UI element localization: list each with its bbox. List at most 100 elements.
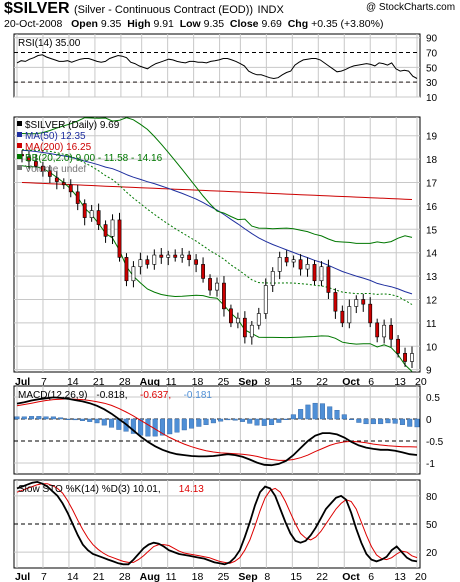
candle-body — [61, 182, 66, 186]
candle-body — [82, 203, 87, 218]
candle-body — [291, 259, 296, 263]
macd-histogram-bar — [290, 414, 296, 420]
macd-line — [16, 396, 418, 467]
macd-histogram-bar — [407, 418, 413, 427]
sto-tick-label: 50 — [426, 520, 438, 531]
macd-histogram-bar — [174, 418, 180, 433]
macd-histogram-bar — [101, 418, 107, 426]
macd-histogram-bar — [399, 418, 405, 425]
macd-histogram-bar — [305, 404, 311, 420]
sto-x-tick-label: Jul — [15, 571, 30, 582]
rsi-line — [16, 54, 418, 80]
sto-legend-entry: Slow STO %K(14) %D(3) 10.01, — [18, 484, 161, 495]
candle-body — [312, 264, 317, 282]
macd-histogram-bar — [392, 418, 398, 424]
macd-histogram-bar — [334, 410, 340, 420]
price-x-tick-label: 13 — [394, 376, 406, 388]
price-x-tick-label: 20 — [415, 376, 427, 388]
candle-body — [410, 353, 414, 362]
candle-body — [159, 254, 164, 258]
macd-histogram-bar — [14, 416, 20, 420]
legend-swatch — [17, 132, 22, 137]
macd-histogram-bar — [269, 418, 275, 425]
sto-x-tick-label: 18 — [192, 571, 204, 582]
sto-x-tick-label: Aug — [140, 571, 160, 582]
macd-histogram-bar — [261, 418, 267, 426]
price-x-tick-label: 25 — [218, 376, 230, 388]
candle-body — [235, 317, 240, 324]
sto-x-tick-label: 28 — [119, 571, 131, 582]
candle-body — [110, 219, 115, 237]
sto-x-tick-label: 21 — [93, 571, 105, 582]
symbol-description: (Silver - Continuous Contract (EOD)) — [73, 4, 254, 16]
candle-body — [368, 303, 373, 324]
candle-body — [103, 224, 108, 237]
macd-tick-label: -1 — [426, 459, 435, 470]
candle-body — [256, 313, 261, 326]
macd-legend-entry: -0.181 — [184, 390, 213, 401]
macd-histogram-bar — [145, 418, 151, 437]
macd-histogram-bar — [385, 418, 391, 424]
rsi-tick-label: 90 — [426, 34, 438, 45]
candle-body — [396, 338, 400, 354]
macd-histogram-bar — [363, 418, 369, 425]
macd-histogram-bar — [210, 418, 216, 424]
candle-body — [403, 352, 407, 362]
quote-date: 20-Oct-2008 — [4, 18, 63, 30]
sto-tick-label: 80 — [426, 492, 438, 503]
bollinger-lower-line — [21, 165, 413, 372]
macd-histogram-bar — [167, 418, 173, 435]
open-value: 9.35 — [100, 18, 122, 30]
price-x-tick-label: 18 — [192, 376, 204, 388]
low-label: Low — [179, 18, 201, 30]
chart-title: $SILVER (Silver - Continuous Contract (E… — [4, 0, 284, 18]
price-x-tick-label: Sep — [238, 376, 257, 388]
macd-histogram-bar — [298, 409, 304, 420]
rsi-legend-entry: RSI(14) 35.00 — [18, 38, 81, 49]
rsi-tick-label: 30 — [426, 78, 438, 89]
candle-body — [173, 254, 178, 258]
candle-body — [333, 292, 338, 312]
candle-body — [166, 254, 171, 258]
candle-body — [382, 324, 387, 338]
sto-x-tick-label: 11 — [166, 571, 177, 582]
macd-tick-label: -0.5 — [426, 437, 444, 448]
sto-x-tick-label: 20 — [415, 571, 427, 582]
candle-body — [138, 259, 143, 268]
macd-histogram-bar — [239, 418, 245, 422]
candle-body — [180, 254, 185, 258]
macd-histogram-bar — [247, 418, 253, 424]
sto-x-tick-label: Sep — [238, 571, 257, 582]
macd-histogram-bar — [349, 418, 355, 421]
ma50-line — [21, 149, 413, 295]
candle-body — [145, 259, 150, 265]
candle-body — [124, 257, 129, 282]
price-tick-label: 12 — [426, 295, 438, 306]
macd-histogram-bar — [232, 418, 238, 421]
price-x-tick-label: Aug — [140, 376, 160, 388]
macd-histogram-bar — [109, 418, 115, 428]
candle-body — [47, 170, 52, 177]
macd-histogram-bar — [130, 418, 136, 434]
sto-x-tick-label: Oct — [342, 571, 360, 582]
candle-body — [117, 219, 122, 258]
macd-histogram-bar — [65, 418, 71, 421]
price-legend-entry: BB(20,2.0) 9.00 - 11.58 - 14.16 — [25, 153, 163, 164]
macd-histogram-bar — [254, 418, 260, 426]
rsi-tick-label: 50 — [426, 63, 438, 74]
low-value: 9.35 — [203, 18, 225, 30]
open-label: Open — [71, 18, 98, 30]
legend-swatch — [17, 143, 22, 148]
macd-histogram-bar — [36, 416, 42, 420]
symbol: $SILVER — [4, 0, 70, 17]
price-legend-entry: $SILVER (Daily) 9.69 — [25, 120, 120, 131]
candle-body — [354, 299, 359, 307]
exchange: INDX — [257, 4, 284, 16]
macd-histogram-bar — [203, 418, 209, 425]
macd-histogram-bar — [370, 418, 376, 425]
macd-histogram-bar — [196, 418, 202, 427]
macd-histogram-bar — [189, 418, 195, 429]
macd-histogram-bar — [319, 403, 325, 420]
candle-body — [270, 271, 275, 286]
